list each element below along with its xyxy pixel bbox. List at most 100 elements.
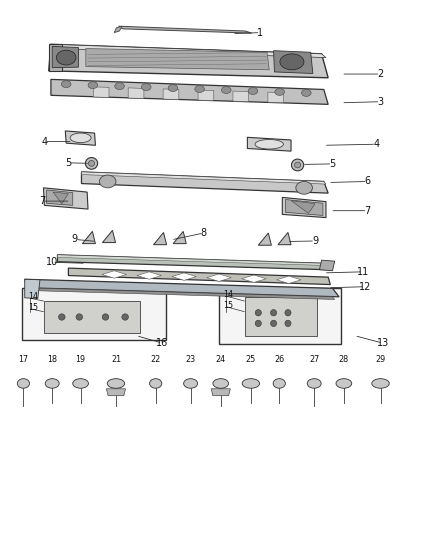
Text: 4: 4 <box>41 136 47 147</box>
Polygon shape <box>283 197 326 217</box>
Ellipse shape <box>122 314 128 320</box>
Ellipse shape <box>195 86 205 93</box>
Text: 17: 17 <box>18 355 28 364</box>
Text: 7: 7 <box>39 196 45 206</box>
Ellipse shape <box>291 159 304 171</box>
Ellipse shape <box>150 378 162 388</box>
Polygon shape <box>137 272 161 279</box>
Ellipse shape <box>70 133 91 143</box>
Polygon shape <box>53 192 68 204</box>
Text: 15: 15 <box>223 301 233 310</box>
Text: 1: 1 <box>258 28 264 38</box>
Ellipse shape <box>85 158 98 169</box>
Text: 5: 5 <box>329 159 336 169</box>
Ellipse shape <box>45 378 59 388</box>
Ellipse shape <box>115 83 124 90</box>
Polygon shape <box>286 199 323 215</box>
Polygon shape <box>268 92 284 103</box>
Ellipse shape <box>222 86 231 93</box>
Polygon shape <box>274 51 313 74</box>
Polygon shape <box>291 200 315 213</box>
Polygon shape <box>163 89 179 100</box>
Polygon shape <box>81 172 326 184</box>
Ellipse shape <box>301 90 311 96</box>
Ellipse shape <box>213 378 229 388</box>
Ellipse shape <box>255 140 283 149</box>
Ellipse shape <box>59 314 65 320</box>
Polygon shape <box>278 232 291 245</box>
Polygon shape <box>128 88 144 99</box>
Text: 2: 2 <box>378 69 384 79</box>
FancyBboxPatch shape <box>219 288 341 344</box>
Polygon shape <box>106 389 126 395</box>
Text: 21: 21 <box>111 355 121 364</box>
Polygon shape <box>57 255 326 270</box>
Polygon shape <box>258 233 272 245</box>
Ellipse shape <box>307 378 321 388</box>
FancyBboxPatch shape <box>21 288 166 340</box>
Polygon shape <box>247 138 291 151</box>
Text: 23: 23 <box>186 355 196 364</box>
Polygon shape <box>102 230 116 243</box>
Polygon shape <box>81 172 328 193</box>
Ellipse shape <box>285 310 291 316</box>
Ellipse shape <box>248 87 258 94</box>
Text: 24: 24 <box>215 355 226 364</box>
Text: 13: 13 <box>377 338 389 348</box>
Ellipse shape <box>17 378 29 388</box>
Text: 7: 7 <box>364 206 371 216</box>
Text: 14: 14 <box>223 290 233 299</box>
Ellipse shape <box>184 378 198 388</box>
Polygon shape <box>68 268 330 285</box>
Text: 18: 18 <box>47 355 57 364</box>
Ellipse shape <box>275 88 284 95</box>
Text: 15: 15 <box>28 303 38 312</box>
Polygon shape <box>43 188 88 209</box>
Polygon shape <box>57 255 325 265</box>
Ellipse shape <box>271 320 277 327</box>
Ellipse shape <box>255 320 261 327</box>
Polygon shape <box>49 44 328 78</box>
Ellipse shape <box>294 162 300 168</box>
Text: 10: 10 <box>46 257 58 267</box>
Text: 9: 9 <box>312 236 318 246</box>
Polygon shape <box>114 26 122 33</box>
Ellipse shape <box>242 378 260 388</box>
Polygon shape <box>52 46 78 68</box>
Ellipse shape <box>73 378 88 388</box>
Ellipse shape <box>168 85 178 92</box>
Polygon shape <box>172 273 196 280</box>
Text: 4: 4 <box>373 139 379 149</box>
Ellipse shape <box>57 50 76 65</box>
Ellipse shape <box>102 314 109 320</box>
Polygon shape <box>25 288 335 300</box>
Text: 28: 28 <box>339 355 349 364</box>
Ellipse shape <box>372 378 389 388</box>
Polygon shape <box>198 90 214 101</box>
Ellipse shape <box>280 54 304 70</box>
Ellipse shape <box>285 320 291 327</box>
FancyBboxPatch shape <box>44 301 141 333</box>
Ellipse shape <box>336 378 352 388</box>
Text: 9: 9 <box>72 235 78 245</box>
Polygon shape <box>277 276 301 284</box>
Polygon shape <box>93 87 109 98</box>
Ellipse shape <box>76 314 82 320</box>
Text: 29: 29 <box>375 355 386 364</box>
Polygon shape <box>51 44 326 58</box>
Text: 8: 8 <box>201 228 207 238</box>
Polygon shape <box>119 26 252 33</box>
Text: 5: 5 <box>65 158 71 168</box>
Polygon shape <box>207 274 231 281</box>
Text: 26: 26 <box>274 355 284 364</box>
Polygon shape <box>49 44 62 71</box>
Ellipse shape <box>88 82 98 88</box>
Ellipse shape <box>88 160 95 166</box>
Ellipse shape <box>107 378 125 388</box>
Ellipse shape <box>273 378 286 388</box>
Ellipse shape <box>296 181 312 194</box>
Text: 6: 6 <box>364 176 371 187</box>
Polygon shape <box>102 271 127 278</box>
Ellipse shape <box>141 84 151 91</box>
Ellipse shape <box>99 175 116 188</box>
